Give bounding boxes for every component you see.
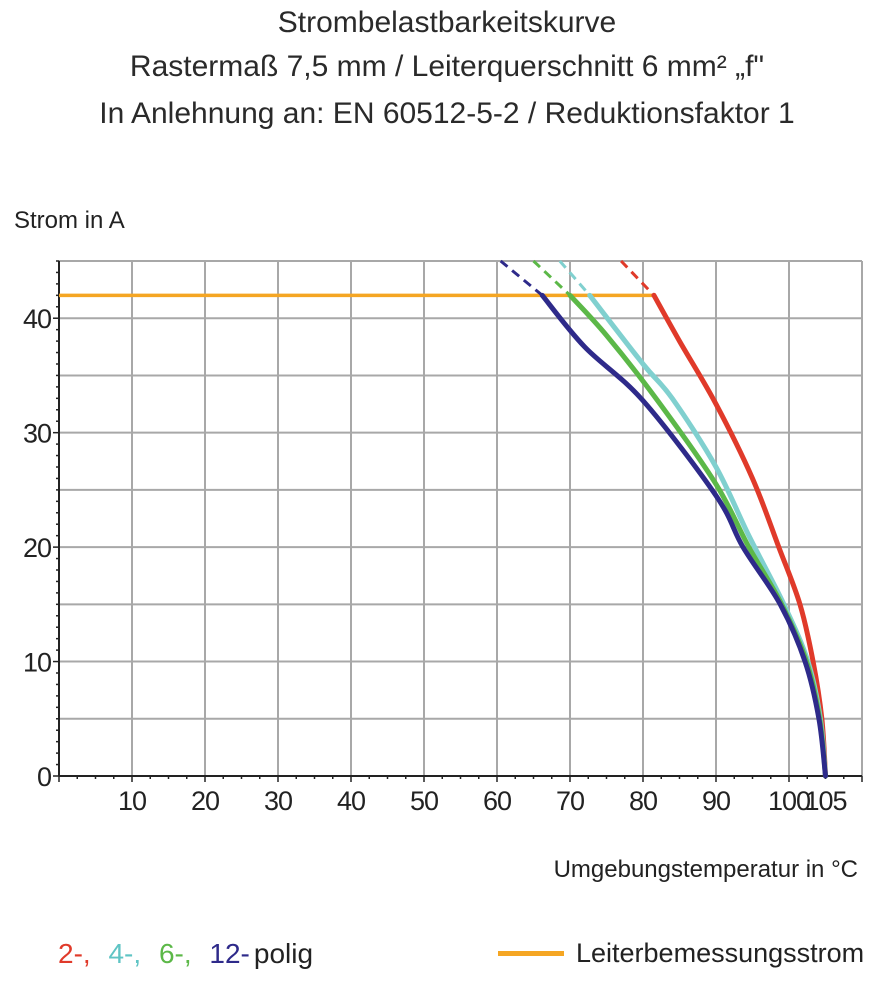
x-tick-label: 90 <box>702 786 730 816</box>
series-dashed-4- <box>558 260 591 297</box>
x-tick-label: 105 <box>804 786 846 816</box>
series-dashed-6- <box>532 259 572 297</box>
x-tick-label: 40 <box>337 786 365 816</box>
axis-ticks <box>53 260 863 782</box>
series-dashed-2- <box>620 259 656 297</box>
y-tick-label: 40 <box>23 304 51 334</box>
y-tick-label: 20 <box>23 533 51 563</box>
legend-rated-current: Leiterbemessungsstrom <box>498 938 864 969</box>
y-tick-label: 10 <box>23 648 51 678</box>
legend-entry-12: 12- <box>209 938 250 969</box>
x-tick-label: 30 <box>264 786 292 816</box>
x-tick-label: 100 <box>768 786 810 816</box>
chart-subtitle-2: In Anlehnung an: EN 60512-5-2 / Reduktio… <box>99 97 795 130</box>
x-tick-label: 10 <box>118 786 146 816</box>
legend-entry-2: 2-, <box>58 938 91 969</box>
chart-title: Strombelastbarkeitskurve <box>277 6 617 39</box>
x-tick-label: 50 <box>410 786 438 816</box>
legend-rated-current-label: Leiterbemessungsstrom <box>576 938 865 968</box>
legend-swatch-orange <box>498 951 564 956</box>
y-tick-label: 30 <box>23 419 51 449</box>
legend-entry-4: 4-, <box>108 938 142 969</box>
x-tick-label: 70 <box>556 786 584 816</box>
y-tick-label: 0 <box>37 762 51 792</box>
legend-series: 2-, 4-, 6-, 12- polig <box>58 938 323 970</box>
x-axis-label: Umgebungstemperatur in °C <box>553 856 858 883</box>
y-axis-label: Strom in A <box>14 207 125 234</box>
x-tick-label: 80 <box>629 786 657 816</box>
x-tick-label: 20 <box>191 786 219 816</box>
series-line-12- <box>539 292 828 779</box>
legend-suffix: polig <box>253 938 314 969</box>
legend-entry-6: 6-, <box>158 938 192 969</box>
chart-subtitle: Rastermaß 7,5 mm / Leiterquerschnitt 6 m… <box>129 50 765 83</box>
series-lines <box>59 259 828 779</box>
series-line-4- <box>587 292 828 779</box>
x-tick-label: 60 <box>483 786 511 816</box>
series-dashed-12- <box>499 259 544 297</box>
